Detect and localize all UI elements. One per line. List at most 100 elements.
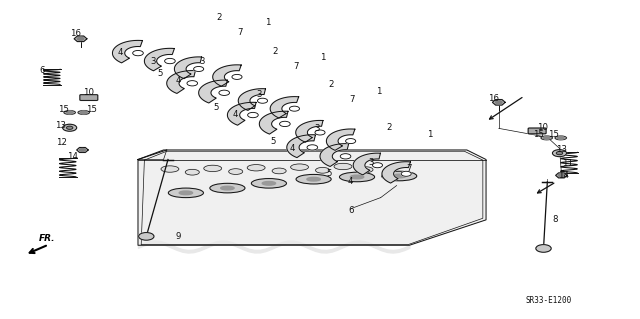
Text: 6: 6	[40, 66, 45, 75]
Polygon shape	[77, 147, 88, 152]
Circle shape	[219, 90, 230, 95]
Text: 7: 7	[406, 164, 412, 173]
Text: 3: 3	[369, 158, 374, 167]
Text: 13: 13	[556, 145, 567, 154]
Circle shape	[139, 233, 154, 240]
Ellipse shape	[247, 165, 265, 171]
FancyBboxPatch shape	[528, 128, 546, 134]
Text: 1: 1	[321, 53, 326, 62]
Text: 5: 5	[157, 69, 163, 78]
Text: 16: 16	[488, 94, 499, 103]
Text: 1: 1	[265, 19, 270, 27]
Circle shape	[307, 145, 317, 150]
Text: 4: 4	[118, 48, 124, 57]
Text: 9: 9	[175, 232, 181, 241]
Text: 4: 4	[289, 144, 294, 153]
Polygon shape	[212, 65, 241, 86]
Polygon shape	[167, 70, 195, 93]
Text: 12: 12	[56, 137, 67, 146]
Ellipse shape	[381, 171, 417, 181]
Text: 5: 5	[270, 137, 275, 145]
Ellipse shape	[392, 174, 406, 178]
Text: 13: 13	[54, 121, 65, 130]
Circle shape	[257, 98, 268, 103]
Circle shape	[77, 37, 84, 41]
Text: 15: 15	[58, 105, 68, 114]
Ellipse shape	[272, 168, 286, 174]
Ellipse shape	[228, 169, 243, 174]
Circle shape	[63, 124, 77, 131]
Text: 10: 10	[537, 122, 548, 132]
Ellipse shape	[541, 136, 552, 140]
Polygon shape	[74, 36, 87, 41]
Circle shape	[81, 111, 87, 114]
Text: 15: 15	[86, 105, 97, 114]
Text: 11: 11	[563, 159, 573, 168]
Text: 10: 10	[83, 88, 94, 97]
Ellipse shape	[359, 167, 373, 173]
Ellipse shape	[161, 166, 179, 172]
Ellipse shape	[307, 177, 320, 181]
Circle shape	[248, 112, 259, 118]
Text: 5: 5	[326, 169, 332, 178]
Text: FR.: FR.	[38, 234, 55, 243]
Ellipse shape	[339, 172, 374, 182]
Circle shape	[164, 58, 175, 64]
Circle shape	[346, 138, 356, 144]
Text: 7: 7	[237, 28, 243, 37]
Circle shape	[194, 66, 204, 71]
Polygon shape	[492, 100, 505, 105]
Circle shape	[67, 111, 73, 114]
Polygon shape	[238, 89, 266, 110]
Polygon shape	[138, 150, 486, 245]
Circle shape	[495, 101, 502, 104]
Polygon shape	[320, 144, 349, 167]
Circle shape	[315, 130, 325, 135]
Polygon shape	[113, 41, 143, 63]
Text: 3: 3	[256, 90, 262, 99]
Ellipse shape	[262, 182, 276, 185]
Circle shape	[280, 121, 290, 127]
Text: 5: 5	[214, 103, 220, 112]
Text: 2: 2	[216, 13, 222, 22]
Ellipse shape	[64, 111, 76, 115]
Ellipse shape	[555, 136, 566, 140]
Text: 2: 2	[386, 122, 392, 132]
Ellipse shape	[252, 179, 287, 188]
Text: 8: 8	[552, 215, 557, 224]
Circle shape	[340, 154, 351, 159]
Polygon shape	[382, 162, 410, 183]
Text: 4: 4	[348, 177, 353, 186]
Polygon shape	[259, 111, 288, 134]
Polygon shape	[145, 48, 174, 71]
Polygon shape	[287, 135, 316, 158]
Circle shape	[559, 174, 564, 177]
Text: 1: 1	[427, 130, 433, 138]
Text: 6: 6	[348, 206, 353, 215]
Polygon shape	[353, 153, 380, 175]
Polygon shape	[175, 57, 202, 78]
Ellipse shape	[168, 188, 204, 197]
Ellipse shape	[221, 186, 234, 190]
Text: 3: 3	[199, 57, 205, 66]
FancyBboxPatch shape	[80, 95, 98, 100]
Polygon shape	[296, 121, 323, 142]
Circle shape	[543, 136, 550, 139]
Ellipse shape	[296, 174, 331, 184]
Ellipse shape	[291, 164, 308, 170]
Text: 2: 2	[329, 80, 334, 89]
Ellipse shape	[334, 163, 352, 170]
Circle shape	[401, 171, 412, 176]
Text: 3: 3	[150, 57, 156, 66]
Ellipse shape	[78, 111, 90, 115]
Polygon shape	[198, 80, 227, 103]
Circle shape	[372, 163, 383, 168]
Text: 7: 7	[293, 62, 298, 71]
Text: 1: 1	[376, 87, 381, 96]
Ellipse shape	[179, 191, 193, 195]
Ellipse shape	[316, 167, 330, 173]
Circle shape	[289, 106, 300, 111]
Text: 3: 3	[314, 124, 319, 133]
Polygon shape	[227, 102, 256, 125]
Text: 16: 16	[70, 29, 81, 38]
